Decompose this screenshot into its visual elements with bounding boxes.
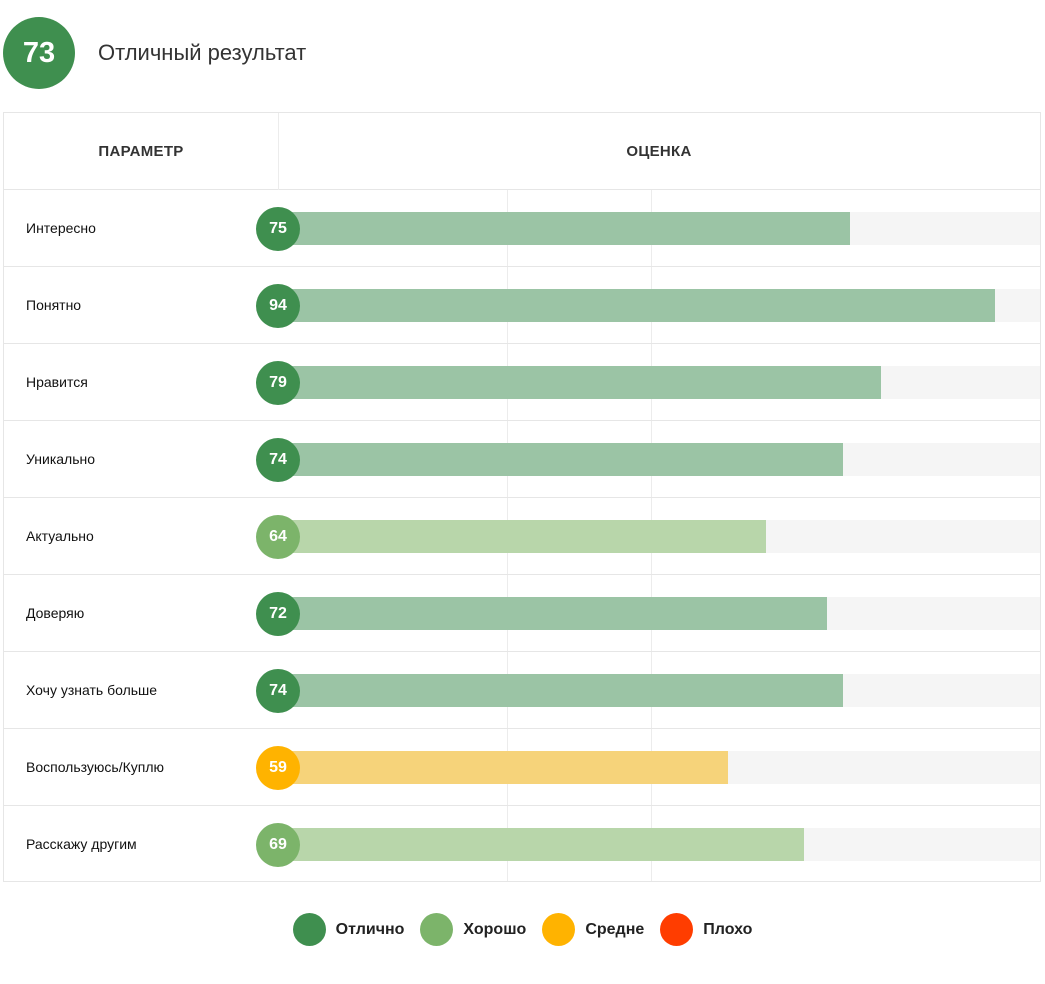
category-label: Нравится <box>26 374 88 390</box>
value-badge: 75 <box>256 207 300 251</box>
legend-item-good: Хорошо <box>420 913 526 946</box>
bar <box>278 443 843 476</box>
value-badge: 79 <box>256 361 300 405</box>
chart-row: Воспользуюсь/Куплю 59 <box>4 729 1040 806</box>
chart-row: Актуально 64 <box>4 498 1040 575</box>
bar-track <box>278 828 1040 861</box>
value-badge: 94 <box>256 284 300 328</box>
bar <box>278 289 996 322</box>
bar-track <box>278 674 1040 707</box>
bar <box>278 366 881 399</box>
result-header: 73 Отличный результат <box>3 17 306 89</box>
category-label: Воспользуюсь/Куплю <box>26 759 164 775</box>
category-label: Понятно <box>26 297 82 313</box>
legend: Отлично Хорошо Средне Плохо <box>0 913 1045 946</box>
column-header-param: ПАРАМЕТР <box>98 142 184 160</box>
category-label: Интересно <box>26 220 96 236</box>
chart-row: Понятно 94 <box>4 267 1040 344</box>
category-label: Актуально <box>26 528 94 544</box>
value-badge: 72 <box>256 592 300 636</box>
bar-track <box>278 212 1040 245</box>
legend-label: Средне <box>585 920 645 938</box>
value-badge: 74 <box>256 669 300 713</box>
bar-track <box>278 366 1040 399</box>
legend-label: Отлично <box>335 920 405 938</box>
bar <box>278 520 767 553</box>
chart-row: Доверяю 72 <box>4 575 1040 652</box>
table-header: ПАРАМЕТР ОЦЕНКА <box>4 113 1040 190</box>
legend-item-average: Средне <box>542 913 644 946</box>
bar <box>278 674 843 707</box>
bar-track <box>278 443 1040 476</box>
chart-row: Уникально 74 <box>4 421 1040 498</box>
value-badge: 74 <box>256 438 300 482</box>
category-label: Доверяю <box>26 605 85 621</box>
total-score-badge: 73 <box>3 17 75 89</box>
bar <box>278 212 851 245</box>
bar <box>278 828 805 861</box>
value-badge: 69 <box>256 823 300 867</box>
legend-item-bad: Плохо <box>660 913 752 946</box>
category-label: Хочу узнать больше <box>26 682 158 698</box>
chart-row: Нравится 79 <box>4 344 1040 421</box>
legend-swatch <box>660 913 694 946</box>
chart-row: Интересно 75 <box>4 190 1040 267</box>
value-badge: 64 <box>256 515 300 559</box>
result-label: Отличный результат <box>98 40 307 65</box>
bar-track <box>278 520 1040 553</box>
bar-track <box>278 289 1040 322</box>
column-divider <box>278 113 279 190</box>
legend-item-excellent: Отлично <box>292 913 405 946</box>
legend-swatch <box>542 913 576 946</box>
bar-track <box>278 597 1040 630</box>
bar-track <box>278 751 1040 784</box>
chart-row: Расскажу другим 69 <box>4 806 1040 883</box>
value-badge: 59 <box>256 746 300 790</box>
legend-label: Плохо <box>703 920 753 938</box>
category-label: Расскажу другим <box>26 836 137 852</box>
chart-row: Хочу узнать больше 74 <box>4 652 1040 729</box>
bar <box>278 751 729 784</box>
category-label: Уникально <box>26 451 96 467</box>
legend-label: Хорошо <box>463 920 527 938</box>
bar <box>278 597 828 630</box>
rating-table: ПАРАМЕТР ОЦЕНКА Интересно 75 Понятно 94 Нрав… <box>3 112 1041 882</box>
legend-swatch <box>420 913 454 946</box>
legend-swatch <box>292 913 326 946</box>
chart-rows: Интересно 75 Понятно 94 Нравится 79 Уникально 7… <box>4 190 1040 883</box>
column-header-score: ОЦЕНКА <box>626 142 692 160</box>
